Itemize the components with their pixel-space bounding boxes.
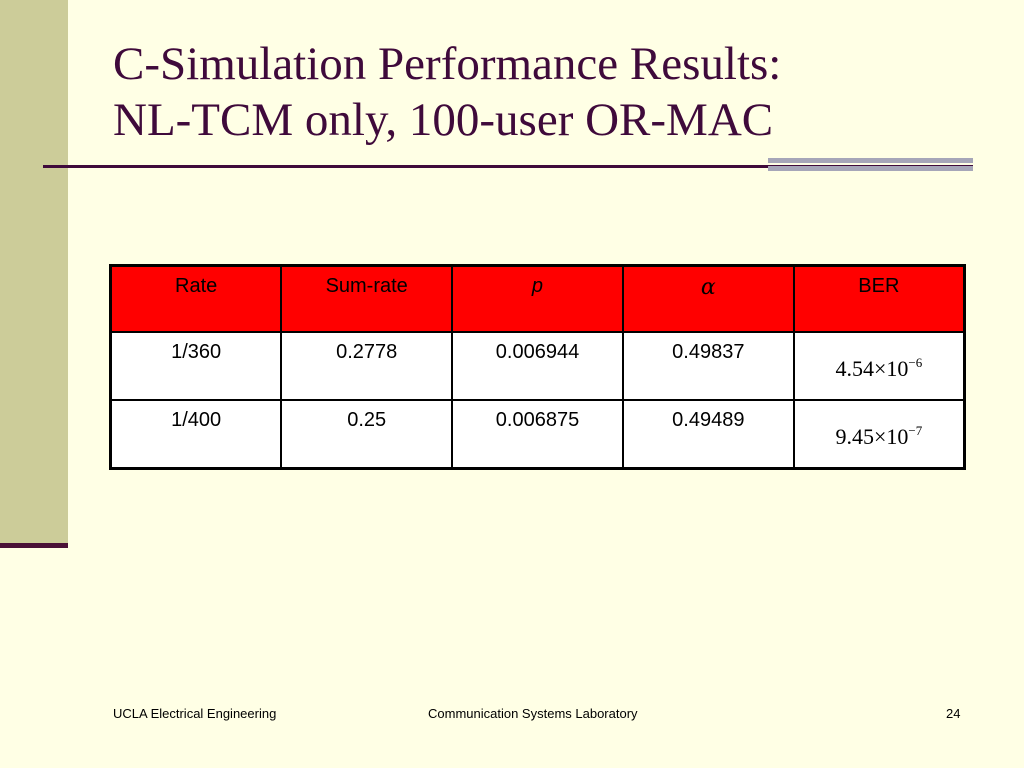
slide-title: C-Simulation Performance Results: NL-TCM… — [113, 36, 993, 148]
footer-department: UCLA Electrical Engineering — [113, 706, 277, 721]
accent-bar — [768, 158, 973, 163]
footer-page-number: 24 — [946, 706, 961, 721]
divider-accent-bars — [768, 158, 973, 179]
header-rate: Rate — [109, 264, 283, 333]
cell-p: 0.006944 — [451, 331, 624, 401]
accent-bar — [768, 166, 973, 171]
results-table: Rate Sum-rate p α BER 1/360 0.2778 0.006… — [109, 264, 966, 470]
cell-ber: 4.54×10−6 — [792, 331, 966, 401]
ber-mantissa: 4.54×10 — [835, 355, 909, 381]
cell-ber: 9.45×10−7 — [792, 399, 966, 470]
ber-exponent: −6 — [908, 354, 923, 370]
cell-sum-rate: 0.25 — [280, 399, 454, 470]
cell-alpha: 0.49837 — [621, 331, 795, 401]
sidebar-base-line — [0, 543, 68, 548]
footer-lab: Communication Systems Laboratory — [428, 706, 638, 721]
cell-sum-rate: 0.2778 — [280, 331, 454, 401]
sidebar-panel — [0, 0, 68, 543]
cell-p: 0.006875 — [451, 399, 624, 470]
table-row: 1/360 0.2778 0.006944 0.49837 4.54×10−6 — [109, 331, 966, 401]
header-alpha: α — [621, 264, 795, 333]
table-header-row: Rate Sum-rate p α BER — [109, 264, 966, 333]
cell-alpha: 0.49489 — [621, 399, 795, 470]
ber-mantissa: 9.45×10 — [835, 423, 909, 449]
ber-exponent: −7 — [908, 422, 923, 438]
header-ber: BER — [792, 264, 966, 333]
table-row: 1/400 0.25 0.006875 0.49489 9.45×10−7 — [109, 399, 966, 470]
cell-rate: 1/360 — [109, 331, 283, 401]
title-divider — [43, 165, 973, 168]
cell-rate: 1/400 — [109, 399, 283, 470]
header-p: p — [451, 264, 624, 333]
header-sum-rate: Sum-rate — [280, 264, 454, 333]
title-line-1: C-Simulation Performance Results: — [113, 38, 782, 90]
title-line-2: NL-TCM only, 100-user OR-MAC — [113, 94, 774, 146]
